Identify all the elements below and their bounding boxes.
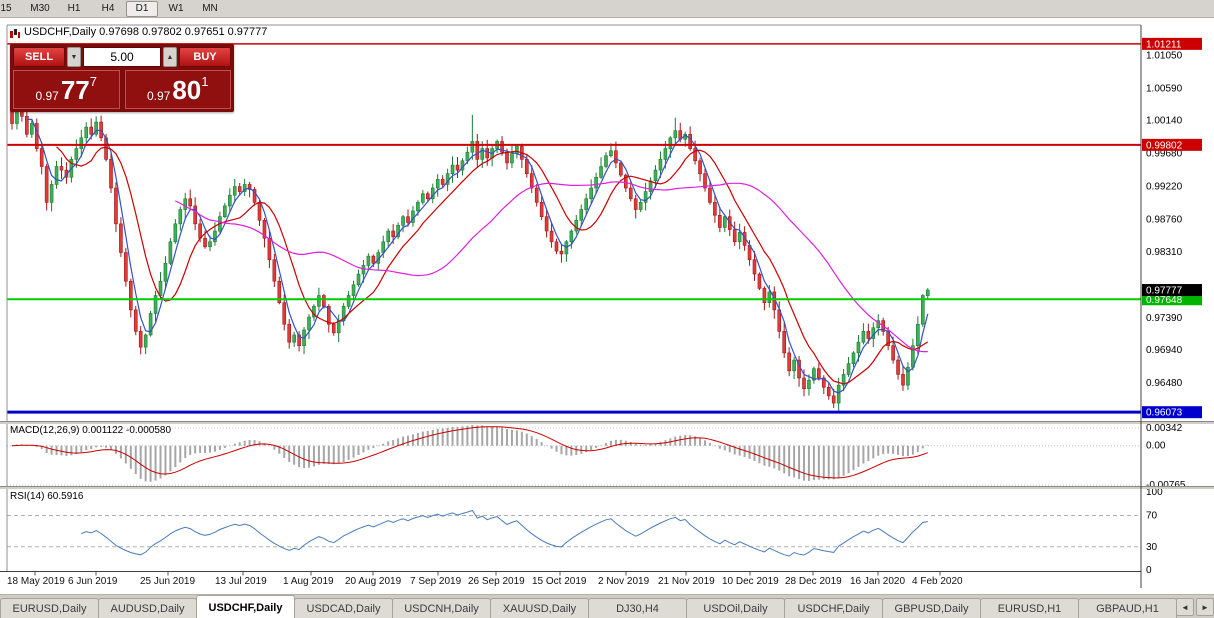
- timeframe-button-m30[interactable]: M30: [30, 3, 50, 14]
- svg-text:4 Feb 2020: 4 Feb 2020: [912, 576, 963, 587]
- svg-text:6 Jun 2019: 6 Jun 2019: [68, 576, 118, 587]
- svg-text:0.99220: 0.99220: [1146, 182, 1183, 193]
- sell-price-display[interactable]: 0.97 77 7: [13, 70, 120, 109]
- timeframe-toolbar: 15 M30 H1 H4 D1 W1 MN: [0, 0, 1214, 18]
- lot-decrease-button[interactable]: ▼: [67, 47, 81, 67]
- price-badge-0.97648: [1142, 293, 1202, 306]
- chart-tab-usdchf-daily[interactable]: USDCHF,Daily: [196, 595, 295, 618]
- chart-tab-gbpaud-h1[interactable]: GBPAUD,H1: [1078, 598, 1177, 618]
- svg-text:2 Nov 2019: 2 Nov 2019: [598, 576, 650, 587]
- timeframe-button-mn[interactable]: MN: [202, 3, 218, 14]
- svg-text:1.01050: 1.01050: [1146, 50, 1183, 61]
- macd-indicator-label: MACD(12,26,9) 0.001122 -0.000580: [10, 425, 172, 436]
- svg-text:0.99680: 0.99680: [1146, 149, 1183, 160]
- chart-tab-dj30-h4[interactable]: DJ30,H4: [588, 598, 687, 618]
- svg-text:0.96940: 0.96940: [1146, 345, 1183, 356]
- svg-text:100: 100: [1146, 487, 1163, 498]
- chart-tab-usdchf-daily[interactable]: USDCHF,Daily: [784, 598, 883, 618]
- svg-text:15 Oct 2019: 15 Oct 2019: [532, 576, 587, 587]
- buy-price-base: 0.97: [146, 89, 171, 103]
- svg-text:-0.00765: -0.00765: [1146, 480, 1186, 491]
- chart-tab-usdcnh-daily[interactable]: USDCNH,Daily: [392, 598, 491, 618]
- price-badge-0.96073: [1142, 406, 1202, 419]
- price-badge-0.97777: [1142, 284, 1202, 297]
- svg-text:1.01211: 1.01211: [1146, 39, 1182, 50]
- buy-price-pips: 80: [172, 74, 202, 105]
- svg-text:1.00590: 1.00590: [1146, 83, 1183, 94]
- svg-text:30: 30: [1146, 542, 1158, 553]
- svg-text:0.97777: 0.97777: [1146, 286, 1183, 297]
- timeframe-button-15[interactable]: 15: [0, 3, 12, 14]
- svg-text:16 Jan 2020: 16 Jan 2020: [850, 576, 905, 587]
- svg-text:0.98310: 0.98310: [1146, 247, 1183, 258]
- svg-text:0.97390: 0.97390: [1146, 313, 1183, 324]
- price-badge-0.99802: [1142, 138, 1202, 151]
- price-axis[interactable]: 1.01050 1.00590 1.00140 0.99680 0.99220 0.987…: [1142, 37, 1202, 576]
- svg-text:0.98760: 0.98760: [1146, 215, 1183, 226]
- timeframe-button-h1[interactable]: H1: [67, 3, 81, 14]
- svg-text:26 Sep 2019: 26 Sep 2019: [468, 576, 525, 587]
- svg-text:1.00140: 1.00140: [1146, 116, 1183, 127]
- svg-text:1 Aug 2019: 1 Aug 2019: [283, 576, 334, 587]
- chart-tab-audusd-daily[interactable]: AUDUSD,Daily: [98, 598, 197, 618]
- svg-text:0.99802: 0.99802: [1146, 140, 1183, 151]
- svg-text:7 Sep 2019: 7 Sep 2019: [410, 576, 462, 587]
- lot-increase-button[interactable]: ▲: [163, 47, 177, 67]
- sell-price-fraction: 7: [89, 74, 97, 89]
- chart-window-icon: [9, 27, 21, 38]
- sell-price-pips: 77: [60, 74, 90, 105]
- chart-area[interactable]: 1.01050 1.00590 1.00140 0.99680 0.99220 0.987…: [0, 18, 1214, 594]
- svg-text:0: 0: [1146, 565, 1152, 576]
- moving-average-4: [26, 118, 929, 394]
- lot-size-input[interactable]: [83, 47, 161, 67]
- time-axis[interactable]: 18 May 2019 6 Jun 2019 25 Jun 2019 13 Jul 2…: [7, 571, 963, 588]
- timeframe-button-h4[interactable]: H4: [101, 3, 115, 14]
- moving-average-34: [175, 181, 928, 353]
- svg-text:0.00: 0.00: [1146, 441, 1166, 452]
- chart-tab-usdcad-daily[interactable]: USDCAD,Daily: [294, 598, 393, 618]
- rsi-indicator-label: RSI(14) 60.5916: [10, 491, 84, 502]
- chart-tabs-bar: EURUSD,Daily AUDUSD,Daily USDCHF,Daily USDC…: [0, 594, 1214, 618]
- timeframe-button-d1[interactable]: D1: [126, 0, 158, 17]
- svg-text:25 Jun 2019: 25 Jun 2019: [140, 576, 195, 587]
- macd-pane[interactable]: [7, 425, 1141, 486]
- chart-tabs: EURUSD,Daily AUDUSD,Daily USDCHF,Daily USDC…: [0, 595, 1177, 618]
- timeframe-button-w1[interactable]: W1: [168, 3, 184, 14]
- svg-text:70: 70: [1146, 511, 1158, 522]
- svg-text:0.00342: 0.00342: [1146, 423, 1183, 434]
- svg-text:28 Dec 2019: 28 Dec 2019: [785, 576, 842, 587]
- chart-tab-eurusd-h1[interactable]: EURUSD,H1: [980, 598, 1079, 618]
- svg-text:20 Aug 2019: 20 Aug 2019: [345, 576, 402, 587]
- svg-text:0.96480: 0.96480: [1146, 378, 1183, 389]
- svg-text:13 Jul 2019: 13 Jul 2019: [215, 576, 267, 587]
- svg-text:18 May 2019: 18 May 2019: [7, 576, 65, 587]
- sell-button[interactable]: SELL: [13, 47, 65, 67]
- chart-tab-usdoil-daily[interactable]: USDOil,Daily: [686, 598, 785, 618]
- buy-price-fraction: 1: [201, 74, 209, 89]
- chart-tab-eurusd-daily[interactable]: EURUSD,Daily: [0, 598, 99, 618]
- moving-average-10: [56, 146, 929, 385]
- svg-text:0.96073: 0.96073: [1146, 408, 1183, 419]
- tab-scroll-controls: ◄ ►: [1176, 595, 1214, 618]
- chart-tab-gbpusd-daily[interactable]: GBPUSD,Daily: [882, 598, 981, 618]
- buy-button[interactable]: BUY: [179, 47, 231, 67]
- rsi-pane[interactable]: [7, 509, 1141, 557]
- buy-price-display[interactable]: 0.97 80 1: [124, 70, 231, 109]
- tab-scroll-right-button[interactable]: ►: [1196, 598, 1214, 616]
- tab-scroll-left-button[interactable]: ◄: [1176, 598, 1194, 616]
- svg-text:21 Nov 2019: 21 Nov 2019: [658, 576, 715, 587]
- chart-tab-xauusd-daily[interactable]: XAUUSD,Daily: [490, 598, 589, 618]
- svg-text:0.97648: 0.97648: [1146, 295, 1183, 306]
- ohlc-title: USDCHF,Daily 0.97698 0.97802 0.97651 0.9…: [24, 26, 268, 38]
- price-badge-1.01211: [1142, 37, 1202, 50]
- sell-price-base: 0.97: [35, 89, 59, 103]
- price-chart-canvas[interactable]: 1.01050 1.00590 1.00140 0.99680 0.99220 0.987…: [0, 18, 1214, 594]
- svg-text:10 Dec 2019: 10 Dec 2019: [722, 576, 779, 587]
- main-price-pane[interactable]: [7, 43, 1141, 414]
